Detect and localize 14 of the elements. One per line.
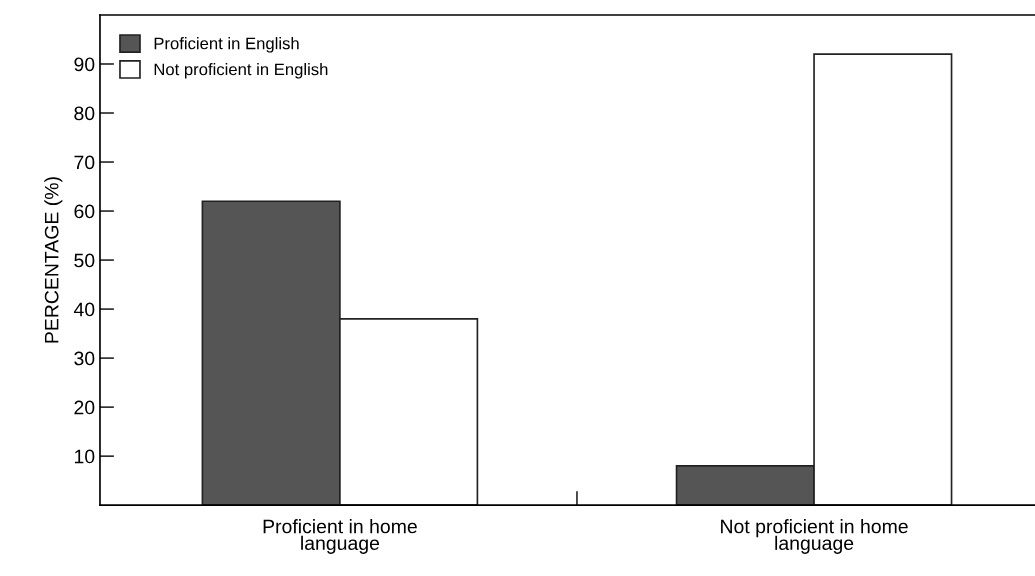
y-tick-label: 80: [74, 106, 95, 121]
x-tick-label: Proficient in home language: [263, 519, 417, 554]
y-tick-label: 50: [74, 253, 95, 268]
y-tick-label: 70: [74, 155, 95, 170]
y-tick-label: 40: [73, 302, 95, 317]
y-tick-label: 30: [74, 351, 95, 366]
legend-label: Proficient in English: [154, 37, 299, 53]
x-tick-label: Not proficient in home language: [721, 519, 908, 554]
y-tick-label: 90: [74, 57, 95, 72]
y-axis-title: PERCENTAGE (%): [44, 177, 63, 343]
y-tick-label: 60: [74, 204, 95, 219]
legend-label: Not proficient in English: [154, 63, 328, 79]
y-tick-label: 10: [74, 449, 95, 464]
y-tick-label: 20: [74, 400, 95, 415]
